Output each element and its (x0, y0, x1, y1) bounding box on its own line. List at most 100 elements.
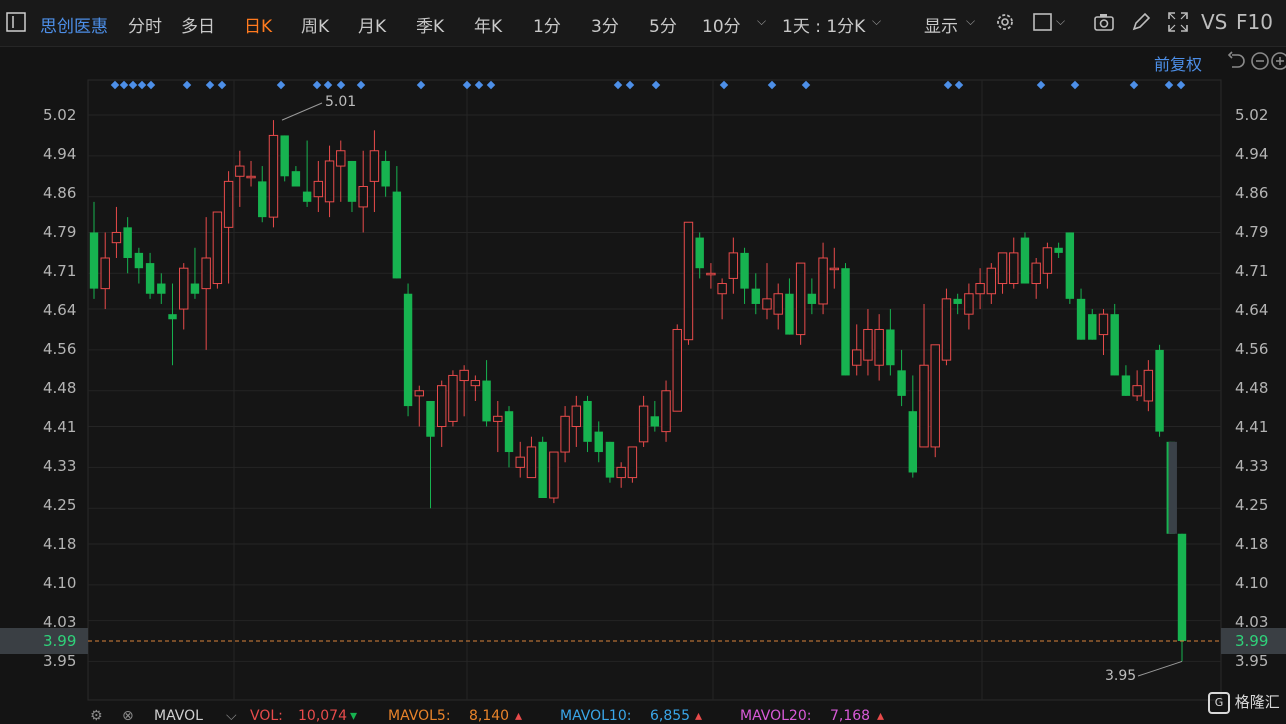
candle-body-down (1155, 349, 1164, 432)
candle-body-down (1065, 232, 1075, 299)
event-marker (137, 80, 147, 90)
candle-body-up (358, 185, 368, 208)
vs-button[interactable]: VS (1201, 10, 1228, 34)
candle-body-up (829, 267, 839, 271)
candle-body-up (975, 283, 985, 295)
candle-body-up (795, 262, 806, 336)
fullscreen-icon[interactable] (1166, 10, 1190, 34)
candle-body-up (1042, 247, 1053, 274)
candle-body-down (785, 293, 794, 335)
layout-box-icon[interactable] (1031, 10, 1055, 34)
undo-icon[interactable] (1226, 51, 1246, 71)
candle-body-up (235, 165, 245, 177)
tab-5[interactable]: 季K (416, 17, 445, 37)
candle-body-up (100, 257, 110, 290)
candle-body-down (740, 252, 749, 289)
left-axis-label: 4.41 (43, 418, 77, 436)
low-annotation: 3.95 (1105, 668, 1137, 684)
candle-body-up (852, 349, 862, 366)
candle-body-down (1110, 314, 1119, 376)
chevron-down-icon[interactable]: ⌵ (1056, 14, 1066, 28)
tab-7[interactable]: 1分 (533, 17, 561, 37)
vol-value: 10,074 (298, 708, 347, 724)
sidebar-toggle-icon[interactable] (4, 10, 28, 34)
chevron-down-icon[interactable]: ⌵ (966, 14, 976, 28)
candle-body-up (201, 257, 211, 290)
low-pointer-line (1137, 660, 1183, 677)
right-axis-label: 4.03 (1235, 613, 1269, 631)
event-marker (205, 80, 215, 90)
candle-body-up (863, 328, 873, 361)
candle-body-down (157, 283, 166, 294)
mavol5-label: MAVOL5: (388, 708, 451, 724)
tab-8[interactable]: 3分 (591, 17, 619, 37)
gear-icon[interactable]: ⚙ (90, 708, 103, 724)
camera-icon[interactable] (1092, 10, 1116, 34)
candle-body-down (594, 431, 603, 453)
stock-name[interactable]: 思创医惠 (40, 17, 108, 37)
candle-body-up (369, 150, 380, 182)
right-axis-label: 4.18 (1235, 535, 1269, 553)
tab-0[interactable]: 分时 (128, 17, 162, 37)
tab-9[interactable]: 5分 (649, 17, 677, 37)
tab-10[interactable]: 10分 (702, 17, 741, 37)
candle-body-up (728, 252, 739, 279)
pencil-icon[interactable] (1129, 10, 1153, 34)
current-price-tag-left: 3.99 (0, 628, 88, 654)
right-axis-label: 4.56 (1235, 340, 1269, 358)
left-axis-label: 4.79 (43, 223, 77, 241)
candle-body-up (941, 298, 952, 361)
event-marker (356, 80, 366, 90)
candle-body-down (403, 293, 413, 407)
candle-body-up (773, 293, 783, 315)
candle-body-down (1020, 237, 1030, 284)
mavol10-up-arrow-icon: ▴ (695, 708, 703, 724)
indicator-select[interactable]: MAVOL (154, 708, 203, 724)
top-toolbar: 思创医惠 分时 多日 日K 周K 月K 季K 年K 1分 3分 5分 10分 ⌵ 1天 : 1分K … (0, 0, 1286, 47)
zoom-in-icon[interactable] (1270, 51, 1286, 71)
candle-body-up (526, 446, 537, 479)
event-marker (323, 80, 333, 90)
gear-icon[interactable] (993, 10, 1017, 34)
candle-body-down (504, 411, 514, 453)
mavol20-label: MAVOL20: (740, 708, 812, 724)
candle-body-up (549, 451, 559, 499)
left-axis-label: 4.64 (43, 301, 77, 319)
f10-button[interactable]: F10 (1236, 10, 1273, 34)
candle-body-up (661, 390, 671, 433)
candle-body-up (493, 415, 503, 422)
display-menu[interactable]: 显示 (924, 17, 958, 37)
candle-body-down (381, 160, 390, 187)
candle-body-up (762, 298, 772, 310)
chevron-down-icon[interactable]: ⌵ (226, 708, 237, 724)
candle-body-up (571, 405, 582, 428)
candle-body-up (964, 293, 974, 315)
candle-body-up (1132, 385, 1142, 397)
period-select[interactable]: 1天 : 1分K (782, 17, 866, 37)
adjust-mode[interactable]: 前复权 (1154, 55, 1203, 74)
candle-body-up (997, 252, 1008, 285)
candle-body-down (302, 191, 312, 202)
tab-3[interactable]: 周K (301, 17, 330, 37)
candle-body-down (168, 314, 177, 320)
vol-label: VOL: (250, 708, 283, 724)
close-icon[interactable]: ⊗ (122, 708, 134, 724)
candle-body-down (841, 268, 850, 376)
plot-frame (87, 79, 1222, 701)
candle-body-down (291, 171, 301, 187)
logo-icon: G (1208, 691, 1230, 714)
tab-2[interactable]: 日K (244, 17, 273, 37)
zoom-out-icon[interactable] (1250, 51, 1270, 71)
mavol5-up-arrow-icon: ▴ (515, 708, 523, 724)
tab-4[interactable]: 月K (358, 17, 387, 37)
event-marker (486, 80, 496, 90)
tab-6[interactable]: 年K (474, 17, 503, 37)
right-axis-label: 4.41 (1235, 418, 1269, 436)
candle-body-down (908, 411, 918, 473)
candle-body-up (638, 405, 649, 443)
tab-1[interactable]: 多日 (181, 17, 215, 37)
chevron-down-icon[interactable]: ⌵ (872, 14, 882, 28)
event-marker (276, 80, 286, 90)
chevron-down-icon[interactable]: ⌵ (757, 14, 767, 28)
